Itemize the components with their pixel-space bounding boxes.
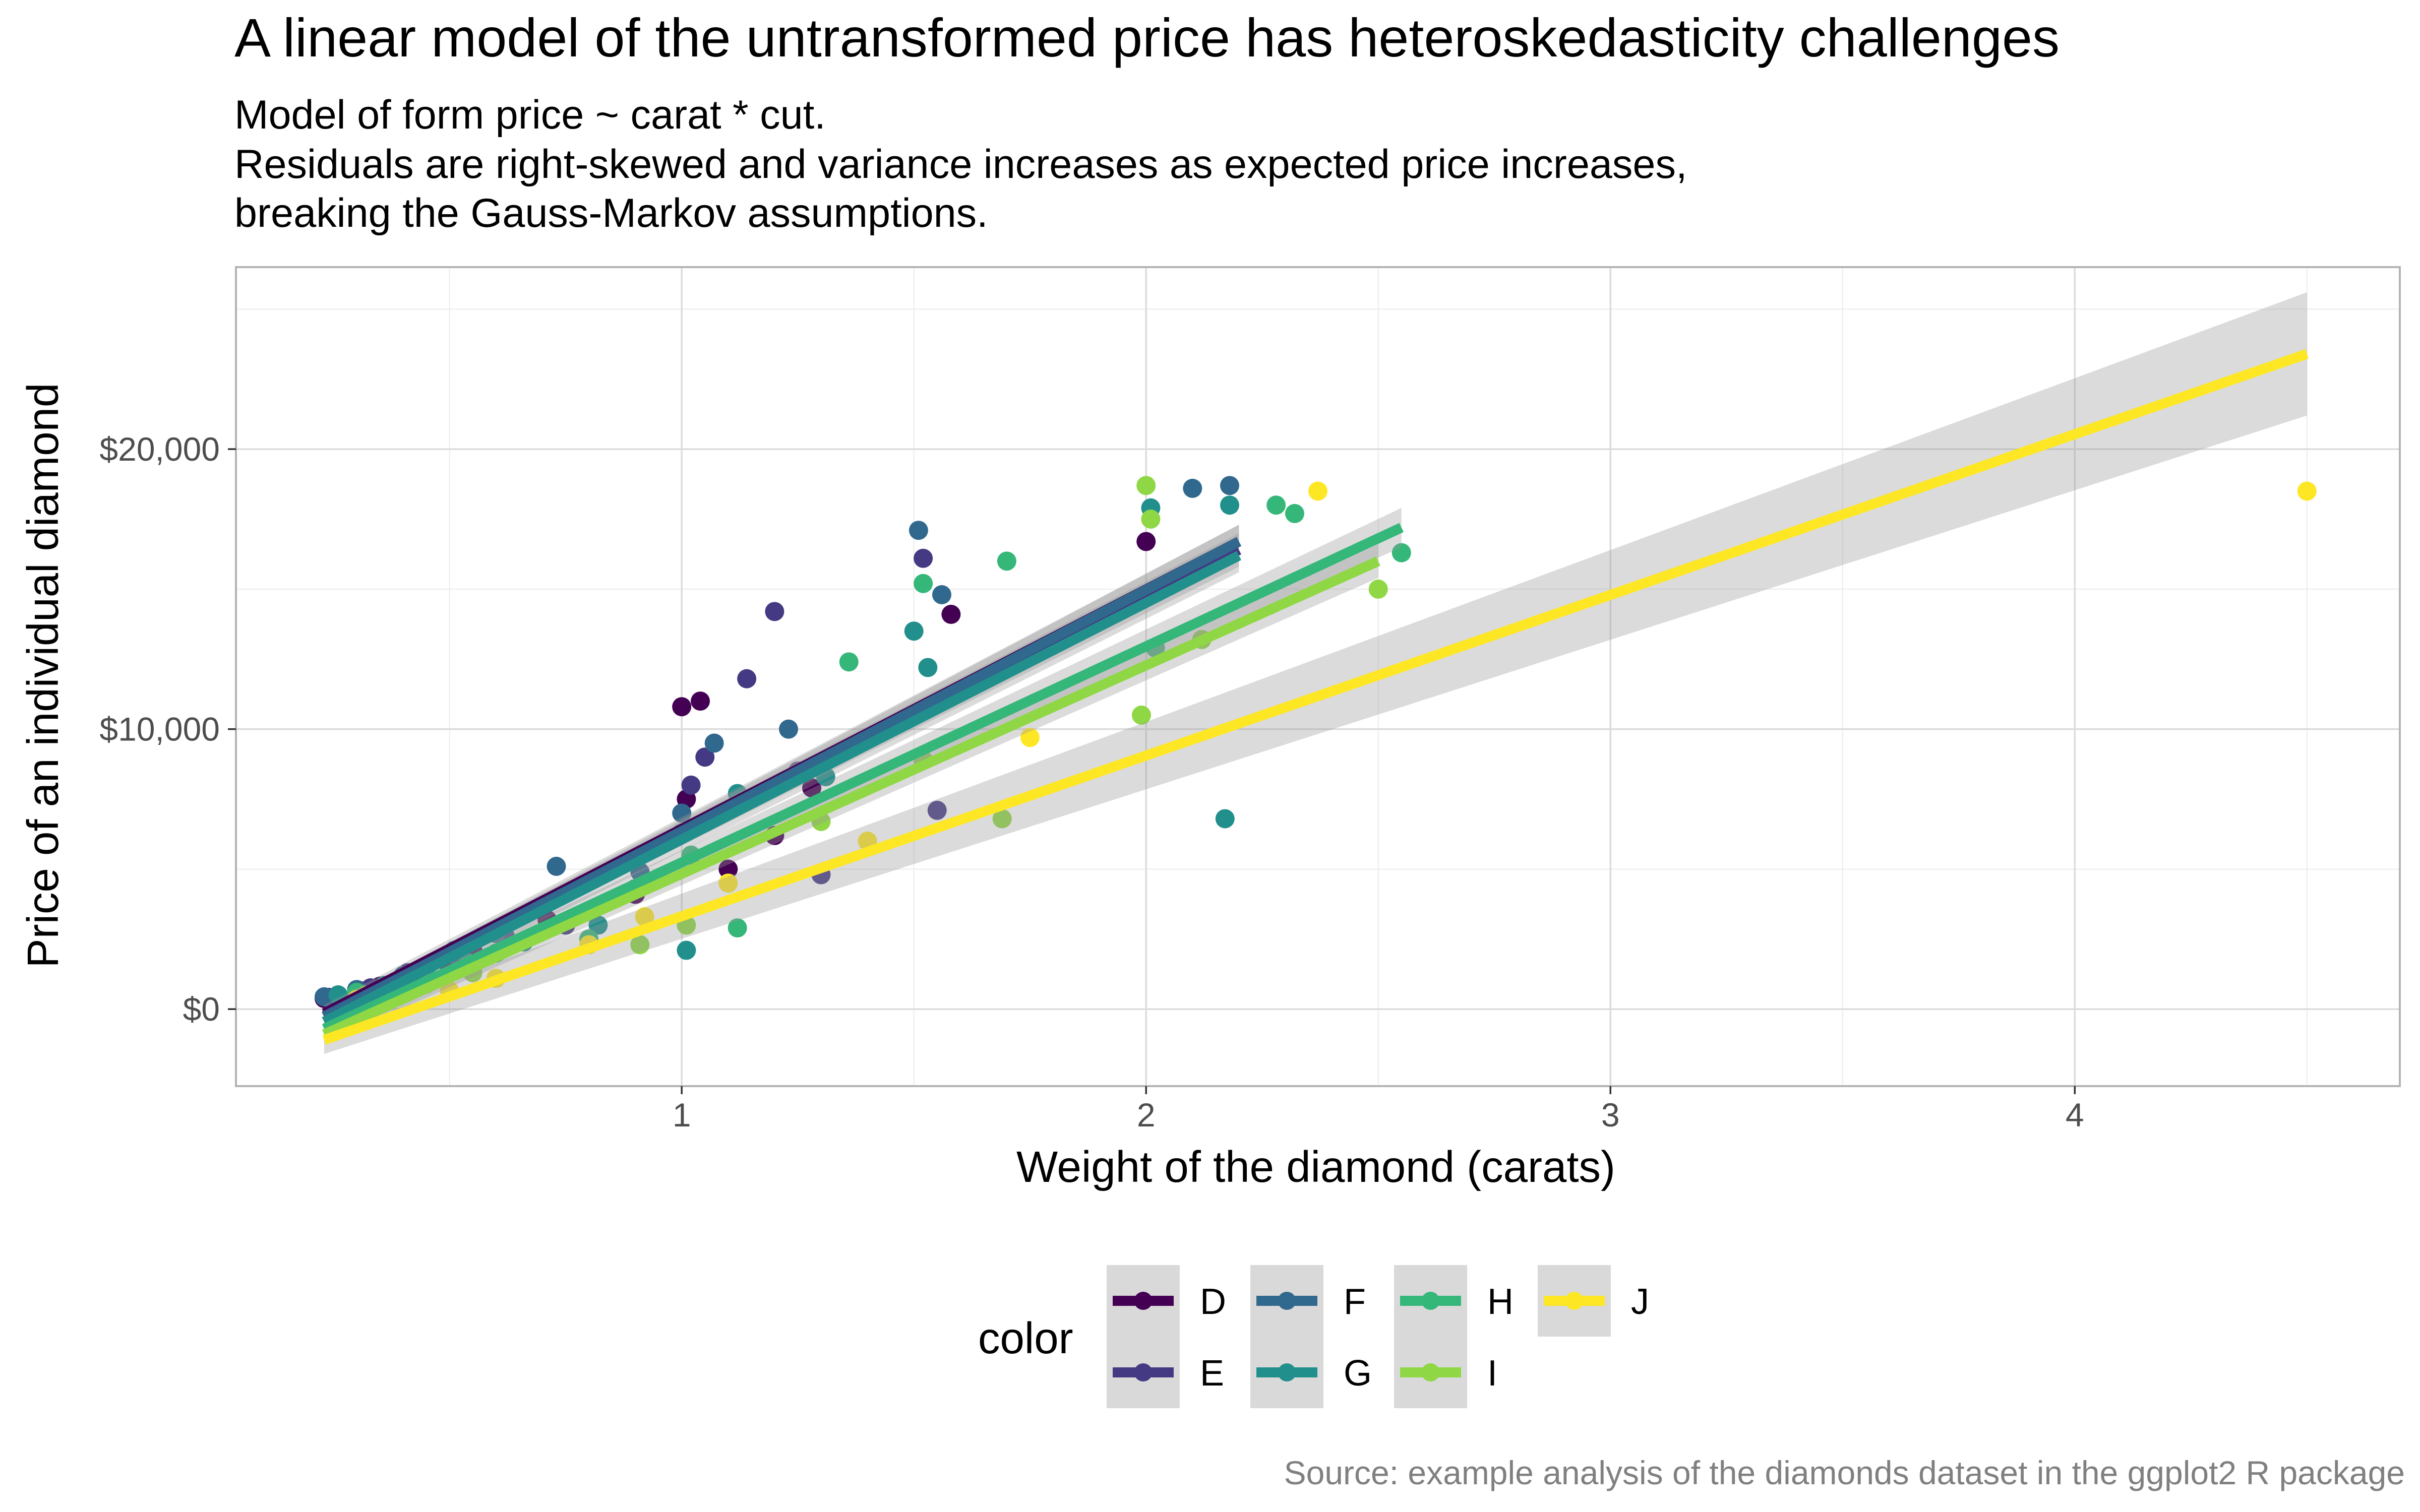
legend-label-J: J: [1631, 1282, 1649, 1322]
legend-key-point-J: [1565, 1292, 1584, 1310]
panel-border: [235, 266, 2401, 1087]
data-point-H: [914, 574, 933, 593]
data-point-G: [918, 658, 938, 677]
data-point-F: [909, 521, 928, 540]
fit-line-F: [322, 537, 1242, 1022]
fit-line-I: [322, 556, 1380, 1039]
data-point-E: [765, 602, 784, 621]
data-point-G: [904, 621, 924, 641]
x-tick-label: 1: [673, 1096, 691, 1133]
data-point-J: [2297, 481, 2317, 501]
data-point-D: [672, 697, 692, 717]
data-point-J: [635, 907, 654, 926]
chart-title: A linear model of the untransformed pric…: [234, 7, 2060, 68]
data-point-F: [547, 856, 566, 876]
data-point-E: [695, 747, 715, 767]
data-point-E: [927, 800, 947, 820]
data-point-H: [839, 652, 859, 672]
legend-key-point-H: [1421, 1292, 1440, 1310]
y-axis-title: Price of an individual diamond: [19, 383, 68, 968]
fit-line-J: [322, 349, 2309, 1045]
legend-key-point-I: [1421, 1363, 1440, 1381]
chart-subtitle-line-1: Model of form price ~ carat * cut.: [234, 92, 826, 138]
data-point-F: [672, 803, 692, 823]
data-point-E: [681, 775, 701, 795]
data-point-H: [728, 918, 747, 938]
chart-subtitle-line-3: breaking the Gauss-Markov assumptions.: [234, 191, 988, 236]
legend-label-E: E: [1200, 1353, 1224, 1394]
data-point-D: [691, 691, 710, 711]
data-point-I: [1141, 510, 1161, 529]
legend-title: color: [978, 1314, 1073, 1363]
data-point-G: [588, 915, 608, 935]
data-point-F: [1220, 476, 1240, 495]
fit-line-G: [322, 551, 1241, 1027]
data-point-H: [997, 551, 1016, 571]
chart-caption: Source: example analysis of the diamonds…: [1284, 1454, 2405, 1491]
y-tick-label: $0: [183, 990, 220, 1028]
data-point-G: [1215, 809, 1235, 829]
data-point-D: [718, 859, 738, 879]
x-axis-title: Weight of the diamond (carats): [1016, 1143, 1615, 1191]
data-point-E: [737, 669, 757, 688]
data-point-I: [1136, 476, 1156, 495]
legend-key-point-E: [1134, 1363, 1153, 1381]
legend-key-point-F: [1278, 1292, 1296, 1310]
data-point-J: [1020, 728, 1040, 747]
fit-line-H: [322, 523, 1404, 1034]
x-tick-label: 2: [1137, 1096, 1156, 1133]
legend-label-F: F: [1344, 1282, 1366, 1322]
data-point-F: [1183, 478, 1202, 498]
data-point-J: [1308, 481, 1327, 501]
data-point-J: [718, 873, 738, 893]
data-point-I: [992, 809, 1012, 829]
legend-label-I: I: [1487, 1353, 1497, 1394]
legend: color DE FG HI J: [978, 1265, 1649, 1408]
data-point-H: [1266, 495, 1286, 515]
legend-label-H: H: [1487, 1282, 1514, 1322]
data-point-D: [802, 778, 822, 798]
data-point-G: [677, 940, 696, 960]
y-tick-label: $20,000: [99, 430, 220, 468]
data-point-F: [704, 733, 724, 753]
data-point-F: [932, 585, 951, 604]
data-point-I: [1132, 705, 1152, 725]
legend-label-D: D: [1200, 1282, 1226, 1322]
legend-key-point-G: [1278, 1363, 1296, 1381]
legend-key-point-D: [1134, 1292, 1153, 1310]
fits-layer: [322, 292, 2309, 1054]
data-point-E: [914, 548, 933, 568]
data-point-I: [630, 935, 650, 955]
data-point-F: [779, 719, 799, 739]
data-point-D: [1136, 532, 1156, 551]
data-point-I: [1368, 579, 1388, 599]
data-point-G: [1220, 495, 1240, 515]
data-point-D: [941, 604, 961, 624]
x-tick-label: 3: [1601, 1096, 1620, 1133]
chart-subtitle-line-2: Residuals are right-skewed and variance …: [234, 142, 1687, 187]
data-point-H: [1285, 503, 1304, 523]
y-tick-label: $10,000: [99, 711, 220, 748]
legend-label-G: G: [1344, 1353, 1372, 1394]
data-point-H: [1392, 543, 1411, 562]
x-tick-label: 4: [2066, 1096, 2084, 1133]
plot-area: 1 2 3 4 $0 $10,000 $20,000: [99, 266, 2401, 1133]
